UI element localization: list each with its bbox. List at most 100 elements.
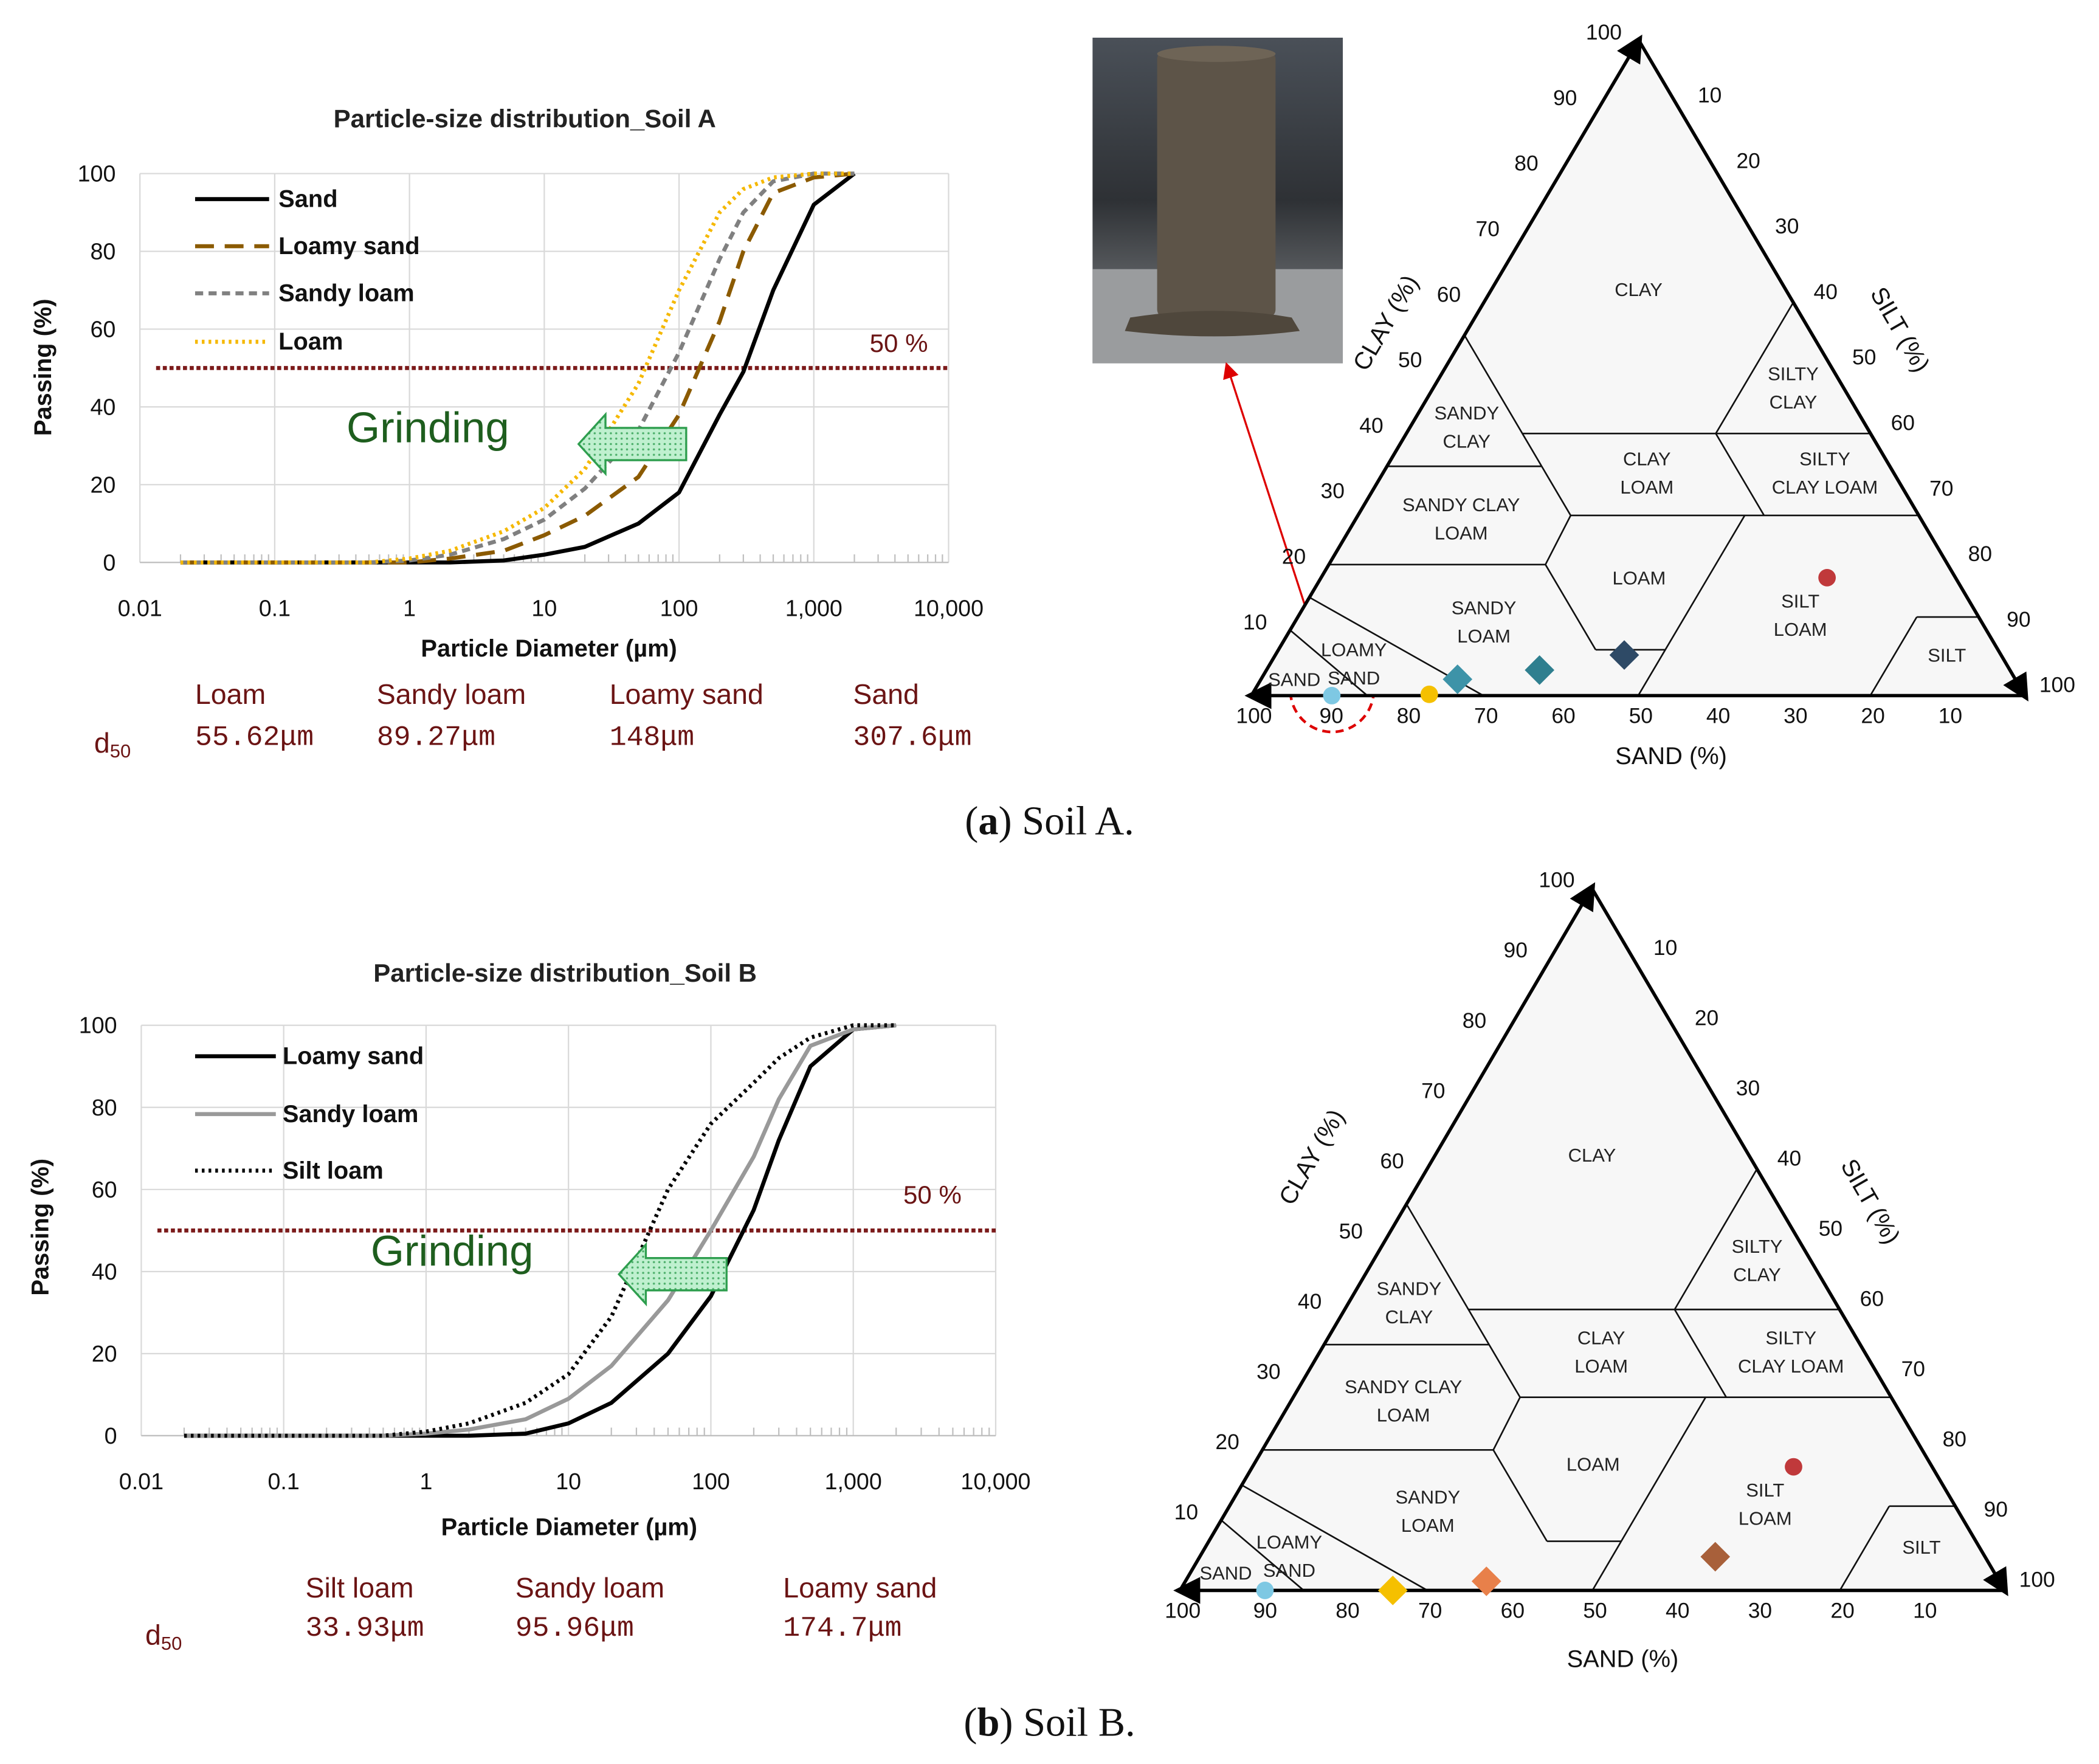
- sand-tick-label: 70: [1474, 704, 1498, 728]
- d50-name: Sandy loam: [377, 678, 526, 710]
- d50-value: 148μm: [610, 722, 694, 754]
- y-axis-label: Passing (%): [27, 1159, 53, 1296]
- clay-axis-label: CLAY (%): [1274, 1105, 1350, 1210]
- legend-label: Sandy loam: [283, 1101, 419, 1128]
- region-label-line: LOAM: [1620, 477, 1673, 498]
- region-label-line: SILT: [1902, 1536, 1940, 1557]
- region-label-line: CLAY: [1577, 1327, 1625, 1348]
- clay-axis: [1178, 882, 1596, 1591]
- soil-point: [1442, 664, 1473, 694]
- clay-tick-label: 40: [1359, 413, 1383, 438]
- d50-value: 89.27μm: [377, 722, 495, 754]
- region-label-line: LOAM: [1566, 1453, 1620, 1475]
- clay-tick-label: 90: [1504, 938, 1528, 962]
- line-chart: Particle-size distribution_Soil B 0.01 0.1…: [27, 959, 1135, 1745]
- region-label: LOAM: [1612, 567, 1666, 588]
- region-label-line: LOAM: [1774, 619, 1827, 640]
- caption-letter: b: [977, 1700, 999, 1745]
- annotation: Grinding: [346, 404, 509, 452]
- region-label-line: LOAM: [1435, 522, 1488, 543]
- x-tick-label: 0.01: [118, 596, 162, 621]
- silt-axis: [1590, 887, 2008, 1596]
- soil-point: [1377, 1576, 1408, 1605]
- region-label-line: CLAY: [1442, 430, 1491, 452]
- x-tick-label: 1,000: [825, 1469, 882, 1494]
- region-label: CLAY LOAM: [1620, 448, 1673, 497]
- region-label: LOAM: [1566, 1453, 1620, 1475]
- sand-tick-label: 50: [1583, 1599, 1607, 1623]
- region-label: LOAMY SAND: [1321, 639, 1387, 688]
- caption-letter: a: [978, 799, 998, 843]
- d50-label: d50: [94, 727, 131, 762]
- d50-name: Sand: [853, 678, 919, 710]
- class-boundary: [1541, 466, 1571, 516]
- chart-title: Particle-size distribution_Soil A: [334, 104, 716, 133]
- chart-title: Particle-size distribution_Soil B: [373, 959, 757, 987]
- clay-tick-label: 30: [1256, 1360, 1280, 1384]
- region-label: SILTY CLAY LOAM: [1738, 1327, 1844, 1376]
- class-boundary: [1869, 616, 1918, 697]
- class-boundary: [1715, 301, 1794, 434]
- class-boundary: [1715, 433, 1765, 516]
- region-label: SANDY CLAY LOAM: [1345, 1376, 1462, 1425]
- region-label-line: CLAY LOAM: [1738, 1355, 1844, 1376]
- soil-point: [1323, 687, 1341, 705]
- y-tick-label: 60: [92, 1177, 117, 1202]
- d50-subscript: 50: [161, 1632, 182, 1653]
- silt-tick-label: 20: [1736, 148, 1760, 173]
- y-tick-label: 40: [92, 1259, 117, 1284]
- region-label-line: SANDY CLAY: [1402, 494, 1520, 515]
- sand-axis-label: SAND (%): [1615, 743, 1727, 770]
- region-label-line: SILTY: [1799, 448, 1850, 469]
- class-boundary: [1673, 1168, 1758, 1310]
- region-label-line: SANDY: [1452, 597, 1517, 618]
- class-boundary: [1221, 1519, 1305, 1591]
- clay-tick-label: 20: [1215, 1430, 1239, 1454]
- x-tick-label: 1: [403, 596, 416, 621]
- y-tick-label: 0: [103, 550, 115, 575]
- region-label-line: SILT: [1928, 644, 1966, 666]
- region-label: SILTY CLAY: [1732, 1236, 1783, 1285]
- ternary-diagram: 10 10 10 20 20 20 30 30 30 40 40 40 50 50 50 60 60 60 70 70…: [1165, 868, 2055, 1673]
- silt-tick-label: 30: [1775, 214, 1799, 238]
- sand-tick-label: 90: [1253, 1599, 1277, 1623]
- region-label-line: SILTY: [1765, 1327, 1816, 1348]
- d50-name: Loam: [195, 678, 266, 710]
- silt-tick-label: 10: [1653, 935, 1677, 960]
- region-label: SILTY CLAY LOAM: [1772, 448, 1878, 497]
- clay-tick-label: 100: [1539, 868, 1574, 892]
- region-label-line: LOAMY: [1321, 639, 1387, 660]
- sand-tick-label: 80: [1397, 704, 1421, 728]
- region-label-line: LOAM: [1457, 625, 1511, 646]
- soil-point: [1525, 655, 1555, 685]
- region-label-line: LOAM: [1739, 1507, 1792, 1529]
- sand-tick-label: 40: [1666, 1599, 1689, 1623]
- region-label-line: CLAY: [1623, 448, 1671, 469]
- line-chart: Particle-size distribution_Soil A 0.01 0.1…: [30, 104, 1134, 842]
- region-label: CLAY: [1568, 1145, 1616, 1166]
- region-label-line: SANDY: [1395, 1486, 1460, 1507]
- class-boundary: [1405, 1204, 1490, 1345]
- clay-tick-label: 70: [1421, 1078, 1445, 1103]
- series-line: [180, 171, 855, 565]
- silt-tick-label: 40: [1777, 1146, 1801, 1170]
- clay-tick-label: 80: [1463, 1008, 1486, 1033]
- specimen-photo: [1092, 37, 1343, 363]
- class-boundary: [1545, 564, 1597, 650]
- silt-axis: [1637, 40, 2028, 701]
- caption-text: ) Soil B.: [999, 1700, 1135, 1745]
- d50-subscript: 50: [110, 740, 131, 762]
- region-label-line: CLAY: [1615, 279, 1663, 300]
- clay-tick-label: 10: [1243, 610, 1267, 634]
- d50-name: Loamy sand: [610, 678, 763, 710]
- d50-value: 174.7μm: [783, 1612, 901, 1644]
- class-boundary: [1488, 1344, 1521, 1398]
- legend-label: Loamy sand: [283, 1043, 424, 1070]
- caption-open: (: [963, 1700, 977, 1745]
- d50-value: 55.62μm: [195, 722, 314, 754]
- region-label: SANDY CLAY: [1434, 402, 1499, 452]
- region-label: SILT: [1902, 1536, 1940, 1557]
- region-label-line: SAND: [1199, 1562, 1252, 1583]
- region-label-line: LOAMY: [1256, 1531, 1322, 1552]
